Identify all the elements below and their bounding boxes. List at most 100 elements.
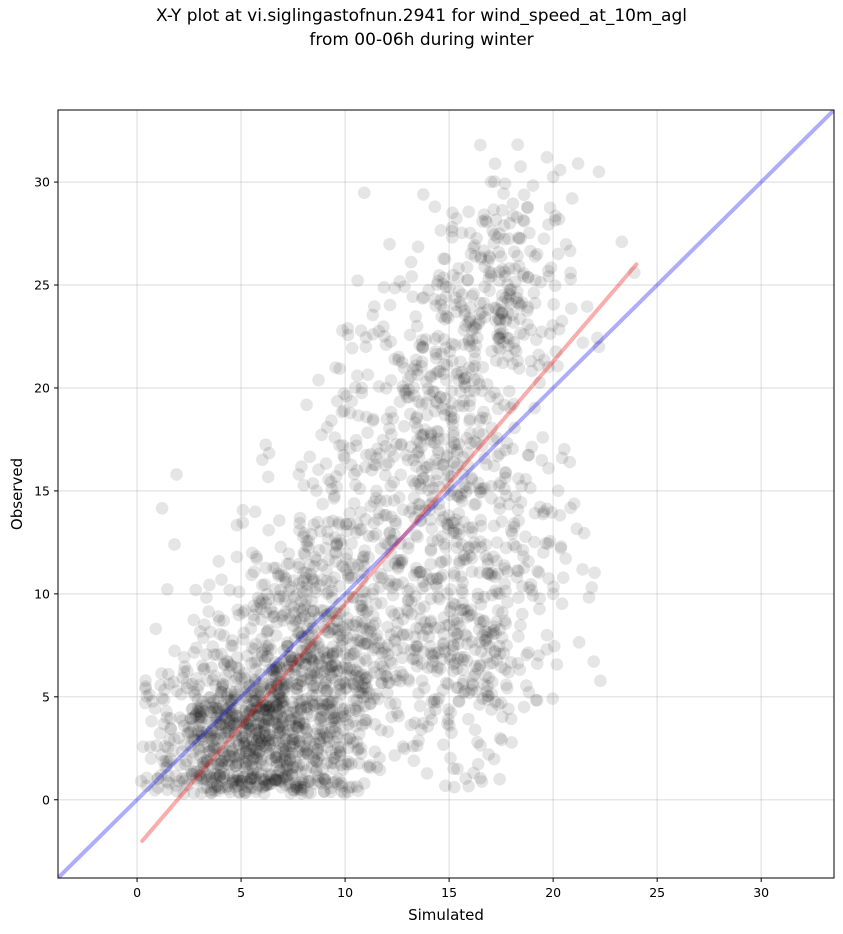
scatter-point <box>194 710 208 724</box>
scatter-point <box>495 203 509 217</box>
scatter-point <box>451 681 465 695</box>
scatter-point <box>158 739 172 753</box>
scatter-point <box>497 335 510 349</box>
scatter-point <box>533 376 546 389</box>
scatter-point <box>413 498 427 512</box>
scatter-point <box>489 584 502 597</box>
scatter-point <box>425 522 438 535</box>
scatter-point <box>434 293 448 307</box>
scatter-point <box>413 338 427 352</box>
scatter-point <box>315 428 328 442</box>
scatter-point <box>352 670 366 684</box>
scatter-point <box>315 573 329 587</box>
scatter-point <box>217 614 231 628</box>
scatter-point <box>513 312 527 325</box>
scatter-point <box>494 660 508 674</box>
scatter-point <box>439 280 453 294</box>
scatter-point <box>194 699 207 712</box>
scatter-point <box>263 777 276 791</box>
scatter-point <box>582 591 596 604</box>
scatter-point <box>495 515 509 528</box>
scatter-point <box>425 713 438 727</box>
scatter-point <box>511 296 524 309</box>
scatter-point <box>395 651 409 665</box>
scatter-point <box>454 355 467 369</box>
scatter-point <box>222 701 236 714</box>
scatter-point <box>343 507 356 520</box>
scatter-point <box>525 364 539 378</box>
scatter-point <box>217 747 230 761</box>
scatter-point <box>270 755 284 769</box>
scatter-point <box>272 514 286 527</box>
scatter-point <box>348 663 362 677</box>
scatter-point <box>457 372 471 385</box>
scatter-point <box>473 378 486 391</box>
scatter-point <box>186 677 199 691</box>
scatter-point <box>240 753 254 766</box>
scatter-point <box>139 674 152 687</box>
scatter-point <box>213 754 227 767</box>
scatter-point <box>514 231 528 245</box>
scatter-point <box>238 672 252 685</box>
scatter-point <box>404 255 418 269</box>
scatter-point <box>435 347 448 361</box>
scatter-point <box>261 778 274 792</box>
scatter-point <box>253 595 266 608</box>
scatter-point <box>248 505 262 519</box>
scatter-point <box>361 426 374 439</box>
scatter-point <box>329 659 343 672</box>
scatter-point <box>474 771 487 785</box>
scatter-point <box>339 682 353 695</box>
scatter-point <box>499 678 513 692</box>
scatter-point <box>254 597 268 610</box>
scatter-point <box>349 644 362 658</box>
scatter-point <box>327 711 341 725</box>
scatter-point <box>397 420 411 433</box>
scatter-point <box>272 774 286 787</box>
scatter-point <box>512 564 525 578</box>
scatter-point <box>258 723 272 737</box>
scatter-point <box>151 772 165 785</box>
scatter-point <box>337 560 350 574</box>
scatter-point <box>529 333 543 347</box>
scatter-point <box>476 215 489 228</box>
scatter-point <box>335 559 349 572</box>
scatter-point <box>406 290 420 303</box>
scatter-point <box>319 541 332 555</box>
scatter-point <box>325 659 339 673</box>
scatter-point <box>438 312 452 326</box>
scatter-point <box>270 769 284 782</box>
scatter-point <box>357 777 371 790</box>
scatter-point <box>241 765 254 778</box>
scatter-point <box>310 554 323 567</box>
scatter-point <box>335 634 349 648</box>
scatter-point <box>201 674 214 687</box>
scatter-point <box>227 691 241 705</box>
scatter-point <box>312 636 325 650</box>
scatter-point <box>512 232 526 245</box>
scatter-point <box>457 515 471 529</box>
x-tick-label: 0 <box>133 885 141 900</box>
scatter-point <box>415 398 429 411</box>
scatter-point <box>159 754 173 768</box>
scatter-point <box>510 570 524 584</box>
scatter-point <box>506 357 519 371</box>
scatter-point <box>507 316 520 329</box>
scatter-point <box>257 780 271 793</box>
scatter-point <box>437 457 450 471</box>
scatter-point <box>285 712 298 726</box>
scatter-point <box>311 515 324 529</box>
scatter-point <box>265 773 279 786</box>
scatter-point <box>239 705 252 719</box>
scatter-point <box>477 296 491 310</box>
scatter-point <box>212 702 225 715</box>
scatter-point <box>272 569 286 583</box>
plot-frame <box>57 109 835 879</box>
scatter-point <box>492 698 505 712</box>
scatter-point <box>256 694 269 708</box>
scatter-point <box>236 716 250 729</box>
scatter-point <box>246 752 259 766</box>
scatter-point <box>404 718 418 732</box>
scatter-point <box>312 697 325 711</box>
scatter-point <box>315 694 329 708</box>
